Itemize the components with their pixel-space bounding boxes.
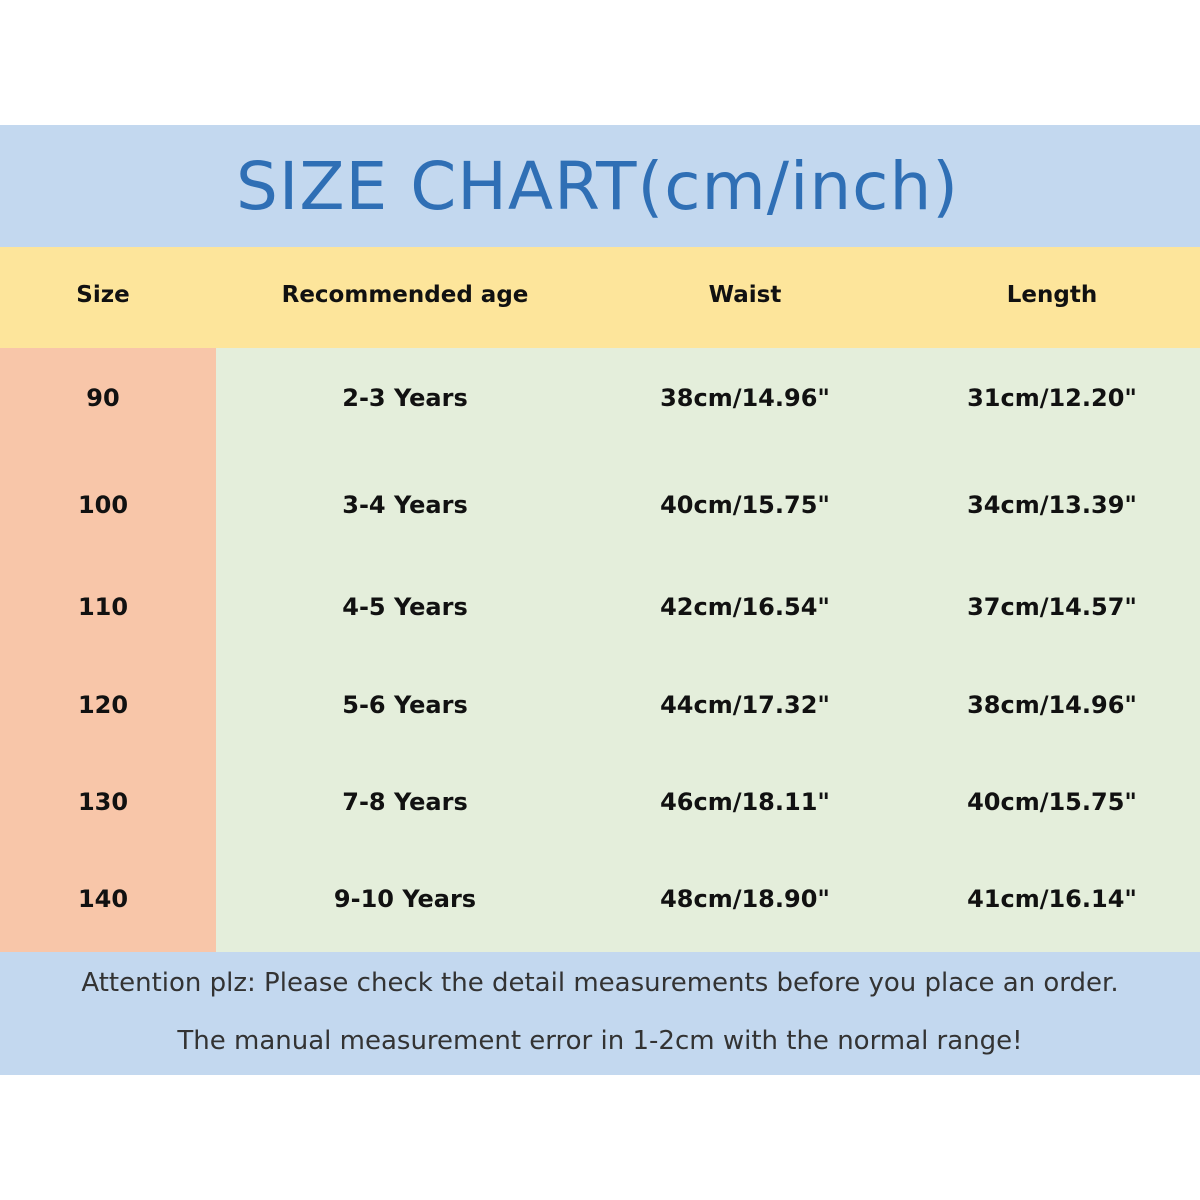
cell-age: 5-6 Years [342, 691, 468, 719]
header-length: Length [1006, 282, 1098, 308]
cell-length: 41cm/16.14" [967, 885, 1137, 913]
chart-title: SIZE CHART(cm/inch) [235, 147, 960, 225]
measurement-note: The manual measurement error in 1-2cm wi… [177, 1026, 1023, 1056]
cell-size: 100 [77, 491, 129, 519]
cell-size: 130 [77, 788, 129, 816]
cell-age: 3-4 Years [342, 491, 468, 519]
cell-waist: 42cm/16.54" [660, 593, 830, 621]
cell-age: 7-8 Years [342, 788, 468, 816]
cell-waist: 48cm/18.90" [660, 885, 830, 913]
cell-waist: 44cm/17.32" [660, 691, 830, 719]
cell-length: 38cm/14.96" [967, 691, 1137, 719]
cell-length: 37cm/14.57" [967, 593, 1137, 621]
cell-age: 4-5 Years [342, 593, 468, 621]
header-size: Size [76, 282, 130, 308]
cell-waist: 40cm/15.75" [660, 491, 830, 519]
attention-note: Attention plz: Please check the detail m… [81, 968, 1119, 998]
cell-size: 110 [77, 593, 129, 621]
header-age: Recommended age [281, 282, 529, 308]
size-column [0, 348, 216, 952]
footer-notes: Attention plz: Please check the detail m… [0, 952, 1200, 1075]
cell-age: 9-10 Years [333, 885, 477, 913]
cell-age: 2-3 Years [342, 384, 468, 412]
title-band: SIZE CHART(cm/inch) [0, 125, 1200, 247]
cell-waist: 46cm/18.11" [660, 788, 830, 816]
cell-length: 40cm/15.75" [967, 788, 1137, 816]
cell-waist: 38cm/14.96" [660, 384, 830, 412]
cell-length: 34cm/13.39" [967, 491, 1137, 519]
header-waist: Waist [708, 282, 782, 308]
cell-size: 90 [86, 384, 120, 412]
cell-length: 31cm/12.20" [967, 384, 1137, 412]
cell-size: 120 [77, 691, 129, 719]
cell-size: 140 [77, 885, 129, 913]
header-row [0, 247, 1200, 348]
